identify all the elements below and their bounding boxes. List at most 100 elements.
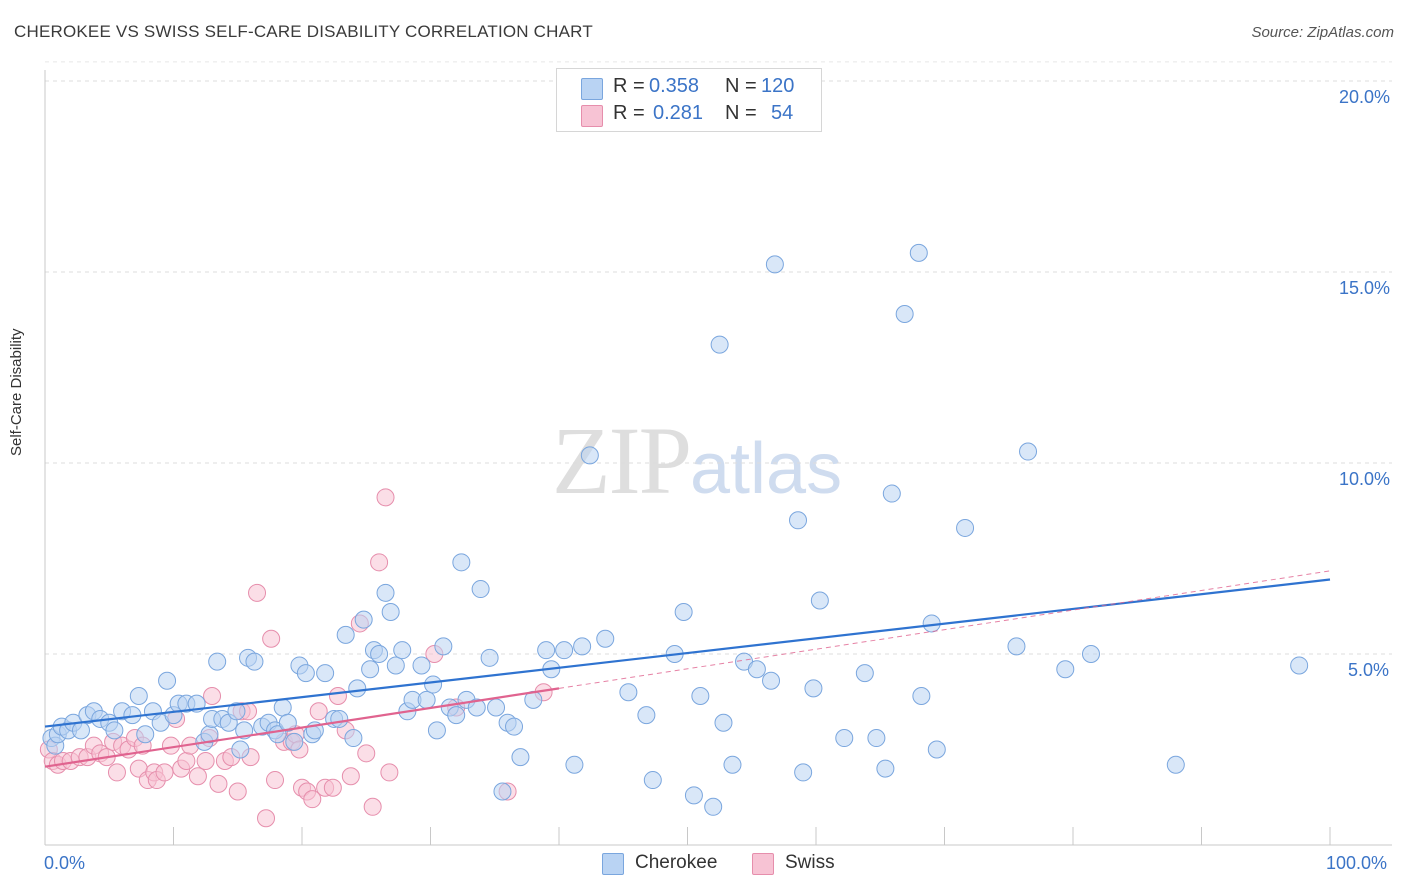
watermark: ZIPatlas	[552, 405, 842, 516]
cherokee-point	[765, 255, 784, 274]
cherokee-point	[480, 648, 499, 667]
legend-swiss-label: Swiss	[785, 852, 835, 873]
cherokee-point	[537, 641, 556, 660]
cherokee-point	[376, 583, 395, 602]
cherokee-point	[393, 641, 412, 660]
cherokee-point	[245, 652, 264, 671]
swiss-point	[203, 687, 222, 706]
cherokee-point	[882, 484, 901, 503]
cherokee-r-value: 0.358	[649, 75, 700, 97]
cherokee-point	[956, 518, 975, 537]
cherokee-point	[555, 641, 574, 660]
cherokee-point	[747, 660, 766, 679]
swiss-point	[328, 687, 347, 706]
swiss-point	[266, 771, 285, 790]
swiss-point	[107, 763, 126, 782]
cherokee-point	[794, 763, 813, 782]
cherokee-point	[867, 729, 886, 748]
cherokee-point	[273, 698, 292, 717]
cherokee-point	[227, 702, 246, 721]
swiss-point	[341, 767, 360, 786]
cherokee-point	[412, 656, 431, 675]
cherokee-point	[1019, 442, 1038, 461]
cherokee-point	[762, 671, 781, 690]
cherokee-point	[381, 602, 400, 621]
cherokee-point	[704, 797, 723, 816]
cherokee-point	[1056, 660, 1075, 679]
cherokee-point	[158, 671, 177, 690]
swiss-n-label: N =	[725, 102, 757, 124]
cherokee-point	[804, 679, 823, 698]
cherokee-point	[278, 713, 297, 732]
swiss-point	[257, 809, 276, 828]
swiss-n-value: 54	[771, 102, 794, 124]
swiss-point	[370, 553, 389, 572]
cherokee-point	[909, 243, 928, 262]
watermark-atlas: atlas	[690, 429, 843, 509]
source-label: Source: ZipAtlas.com	[1251, 24, 1394, 41]
cherokee-point	[386, 656, 405, 675]
cherokee-r-label: R =	[613, 75, 645, 97]
cherokee-points	[42, 243, 1309, 816]
cherokee-point	[417, 690, 436, 709]
cherokee-point	[493, 782, 512, 801]
cherokee-swatch	[581, 78, 603, 100]
cherokee-point	[1081, 645, 1100, 663]
cherokee-point	[1290, 656, 1309, 675]
cherokee-point	[296, 664, 315, 683]
swiss-point	[209, 774, 228, 793]
cherokee-point	[208, 652, 227, 671]
cherokee-point	[129, 687, 148, 706]
cherokee-point	[895, 305, 914, 324]
swiss-point	[262, 629, 281, 648]
cherokee-point	[927, 740, 946, 759]
swiss-point	[323, 778, 342, 797]
cherokee-point	[370, 645, 389, 663]
swiss-point	[177, 751, 196, 770]
swiss-point	[357, 744, 376, 763]
swiss-trend-line	[44, 687, 560, 768]
cherokee-point	[1166, 755, 1185, 774]
cherokee-point	[452, 553, 471, 572]
cherokee-point	[330, 709, 349, 728]
cherokee-point	[684, 786, 703, 805]
cherokee-point	[136, 725, 155, 744]
y-tick-label-20: 20.0%	[1339, 87, 1391, 107]
cherokee-point	[105, 721, 124, 740]
cherokee-point	[565, 755, 584, 774]
cherokee-point	[674, 602, 693, 621]
cherokee-point	[691, 687, 710, 706]
swiss-trend-extension	[558, 570, 1331, 689]
swiss-point	[363, 797, 382, 816]
cherokee-point	[643, 771, 662, 790]
cherokee-point	[336, 625, 355, 644]
cherokee-point	[580, 446, 599, 465]
y-tick-label-5: 5.0%	[1348, 660, 1390, 680]
cherokee-point	[348, 679, 367, 698]
trend-lines	[44, 570, 1331, 768]
stats-legend: R = 0.358 N = 120 R = 0.281 N = 54	[556, 68, 822, 132]
swiss-swatch	[581, 105, 603, 127]
cherokee-point	[71, 721, 90, 740]
x-max-label: 100.0%	[1326, 853, 1388, 873]
swiss-point	[196, 751, 215, 770]
cherokee-point	[487, 698, 506, 717]
cherokee-point	[231, 740, 250, 759]
cherokee-trend-line	[44, 578, 1331, 728]
swiss-point	[248, 583, 267, 602]
grid-lines	[45, 61, 1392, 655]
y-tick-label-10: 10.0%	[1339, 469, 1391, 489]
cherokee-point	[637, 706, 656, 725]
legend-swiss-swatch	[752, 853, 774, 875]
cherokee-n-label: N =	[725, 75, 757, 97]
cherokee-point	[835, 729, 854, 748]
cherokee-point	[285, 732, 304, 751]
axes	[44, 70, 1392, 846]
cherokee-point	[344, 729, 363, 748]
cherokee-point	[710, 335, 729, 354]
swiss-point	[376, 488, 395, 507]
swiss-point	[228, 782, 247, 801]
cherokee-point	[810, 591, 829, 610]
cherokee-point	[467, 698, 486, 717]
